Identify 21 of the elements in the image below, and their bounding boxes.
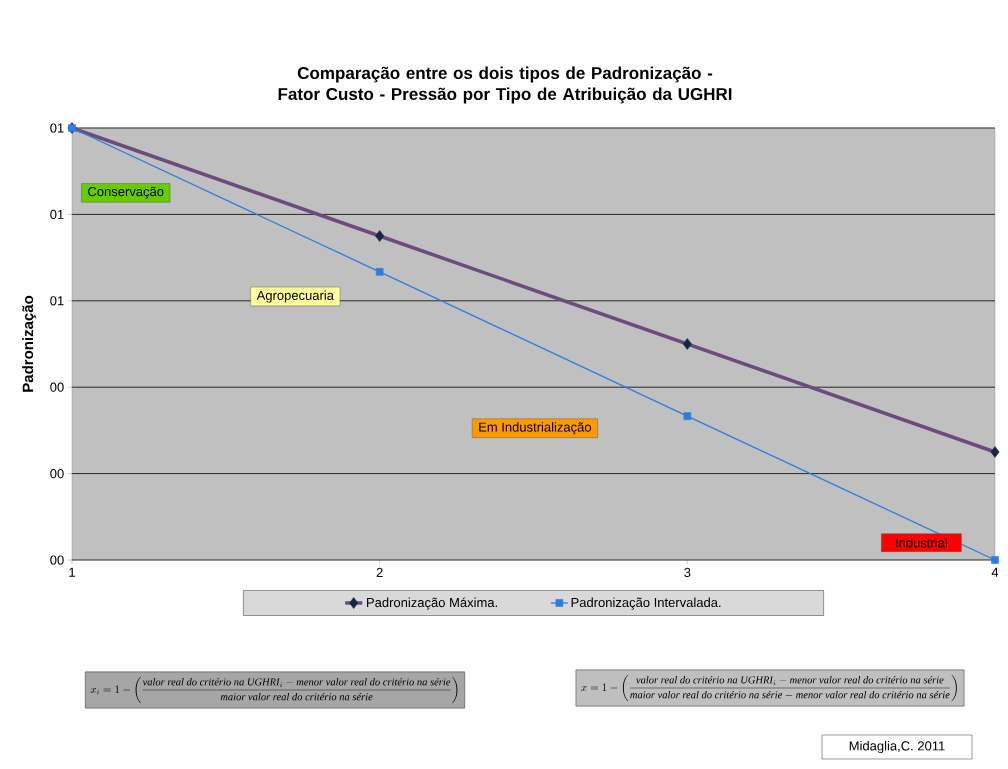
x-tick-label: 1	[69, 567, 75, 577]
y-tick-label: 01	[50, 209, 64, 219]
text: $x = 1 - \left(\frac{\textit{valor real do critério na UGHRI}_i - \textit{menor valor real do critério na série}}{\textit{maior valor real do critério na série} - \textit{menor valor real do critério na série}}\right)$	[581, 674, 957, 702]
chart-title: Comparação entre os dois tipos de Padronização - Fator Custo - Pressão por Tipo de Atribuição da UGHRI	[278, 66, 732, 104]
x-tick-label: 3	[684, 567, 691, 577]
legend-label: Padronização Máxima.	[367, 597, 497, 610]
y-tick-label: 01	[50, 123, 64, 133]
annotation: Em Industrialização	[479, 422, 592, 435]
x-tick-label: 2	[376, 567, 383, 577]
text: $x_i = 1 - \left(\frac{\textit{valor real do critério na UGHRI}_i - \textit{menor valor real do critério na série}}{\textit{maior valor real do critério na série}}\right)$	[90, 676, 458, 704]
y-axis-title: Padronização	[22, 295, 37, 392]
x-tick-label: 4	[991, 567, 999, 577]
annotation: Industrial	[896, 537, 947, 548]
legend-label: Padronização Intervalada.	[571, 597, 721, 610]
annotation: Agropecuaria	[256, 290, 334, 303]
y-tick-label: 00	[50, 382, 64, 392]
y-tick-label: 00	[50, 555, 64, 565]
y-tick-label: 01	[50, 296, 64, 306]
annotation: Conservação	[88, 186, 164, 199]
text: Midaglia,C. 2011	[849, 740, 945, 754]
y-tick-label: 00	[50, 468, 64, 479]
